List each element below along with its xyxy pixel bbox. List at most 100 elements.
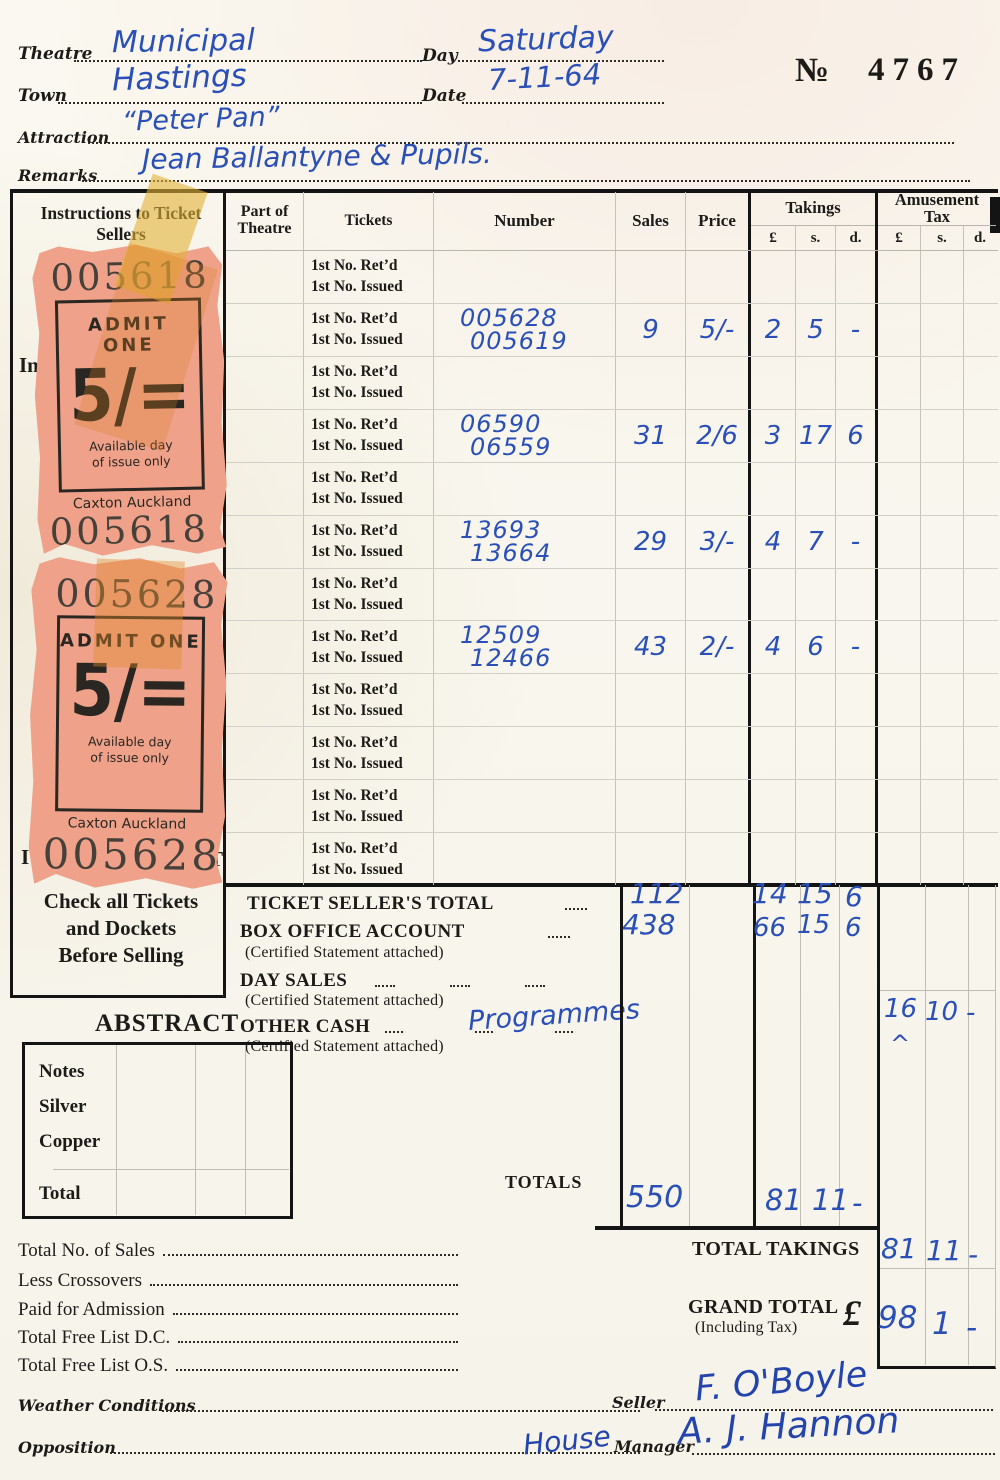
takings-title: Takings bbox=[751, 192, 875, 226]
summary-label: Total No. of Sales bbox=[18, 1240, 155, 1261]
table-header-row: Part of Theatre Tickets Number Sales Pri… bbox=[226, 191, 998, 251]
grand-total-label: GRAND TOTAL bbox=[688, 1296, 839, 1318]
sales-cell bbox=[615, 727, 685, 780]
town-value-handwritten: Hastings bbox=[111, 57, 248, 99]
day-label: Day bbox=[422, 46, 458, 66]
takings-shillings-cell-value: 5 bbox=[807, 314, 824, 345]
abstract-row-notes: Notes bbox=[39, 1061, 85, 1082]
takings-pence-cell bbox=[835, 251, 875, 303]
tax-shillings-cell bbox=[920, 727, 963, 780]
tax-shillings-cell bbox=[920, 251, 963, 303]
part-of-theatre-cell bbox=[226, 251, 303, 303]
tax-pence-cell bbox=[963, 780, 996, 833]
tax-pounds-cell bbox=[875, 356, 920, 409]
takings-pence-cell bbox=[835, 568, 875, 621]
tax-pence-cell bbox=[963, 727, 996, 780]
column-header-part-of-theatre: Part of Theatre bbox=[237, 203, 292, 237]
grand-total-pence: - bbox=[966, 1310, 978, 1346]
summary-row: Total Free List D.C. bbox=[18, 1327, 458, 1349]
grid-line bbox=[925, 885, 926, 1365]
sales-cell bbox=[615, 780, 685, 833]
tickets-label-cell: 1st No. Ret’d 1st No. Issued bbox=[303, 409, 433, 462]
sales-cell: 9 bbox=[615, 303, 685, 356]
obscured-text-fragment: I bbox=[21, 845, 30, 869]
takings-pounds-cell bbox=[748, 833, 795, 886]
ticket-row: 1st No. Ret’d 1st No. Issued 005628 005619 9… bbox=[226, 303, 998, 357]
sales-cell bbox=[615, 568, 685, 621]
takings-shillings-cell bbox=[795, 833, 835, 886]
tax-currency-subheader: £ s. d. bbox=[878, 226, 996, 250]
seller-label: Seller bbox=[612, 1393, 665, 1412]
tax-pounds-cell bbox=[875, 409, 920, 462]
town-label: Town bbox=[18, 86, 68, 106]
price-cell bbox=[685, 833, 748, 886]
ticket-serial-bottom: 005628 bbox=[42, 829, 222, 880]
sellotape-strip bbox=[93, 558, 185, 670]
totals-pence: - bbox=[852, 1186, 863, 1220]
retd-label: 1st No. Ret’d bbox=[311, 839, 398, 857]
takings-pence-cell-value: - bbox=[850, 632, 861, 663]
ticket-row: 1st No. Ret’d 1st No. Issued bbox=[226, 833, 998, 886]
remarks-label: Remarks bbox=[18, 166, 98, 185]
ticket-rows: 1st No. Ret’d 1st No. Issued 1st No. Ret’d… bbox=[226, 251, 998, 886]
handwritten-caret: ^ bbox=[890, 1030, 911, 1058]
retd-number-handwritten: 005628 bbox=[460, 303, 558, 332]
day-rule bbox=[458, 58, 664, 62]
tax-pence-cell bbox=[963, 674, 996, 727]
takings-pence-cell bbox=[835, 833, 875, 886]
takings-shillings-cell-value: 17 bbox=[798, 420, 833, 451]
summary-label: Paid for Admission bbox=[18, 1299, 165, 1320]
totals-sales-value: 550 bbox=[626, 1180, 684, 1215]
day-sales-label: DAY SALES bbox=[240, 970, 348, 991]
leader-dots bbox=[555, 1029, 573, 1033]
date-value-handwritten: 7-11-64 bbox=[487, 57, 602, 97]
takings-pence-cell bbox=[835, 674, 875, 727]
box-office-pounds: 66 bbox=[753, 913, 787, 943]
ticket-row: 1st No. Ret’d 1st No. Issued bbox=[226, 462, 998, 516]
part-of-theatre-cell bbox=[226, 304, 303, 356]
grid-line bbox=[53, 1169, 289, 1170]
issued-label: 1st No. Issued bbox=[311, 384, 403, 402]
other-cash-tax-pounds: 16 bbox=[884, 994, 918, 1024]
ticket-row: 1st No. Ret’d 1st No. Issued bbox=[226, 674, 998, 728]
takings-pounds-cell-value: 3 bbox=[764, 420, 782, 451]
takings-pence-cell-value: 6 bbox=[847, 420, 864, 451]
takings-pence-cell: 6 bbox=[835, 409, 875, 462]
date-label: Date bbox=[422, 86, 467, 106]
check-note-line: and Dockets bbox=[65, 915, 177, 940]
remarks-rule bbox=[82, 178, 970, 182]
manager-label: Manager bbox=[614, 1437, 694, 1456]
takings-shillings-cell: 5 bbox=[795, 303, 835, 356]
tax-shillings-cell bbox=[920, 515, 963, 568]
weather-conditions-label: Weather Conditions bbox=[18, 1396, 196, 1415]
sales-table: Part of Theatre Tickets Number Sales Pri… bbox=[226, 191, 998, 886]
theatre-value-handwritten: Municipal bbox=[111, 22, 256, 61]
issued-label: 1st No. Issued bbox=[311, 437, 403, 455]
takings-pounds-cell bbox=[748, 780, 795, 833]
amusement-tax-column-box bbox=[877, 885, 996, 1369]
tax-shillings-cell bbox=[920, 409, 963, 462]
serial-number-label: № bbox=[795, 52, 830, 89]
ticket-row: 1st No. Ret’d 1st No. Issued bbox=[226, 251, 998, 304]
ticket-sellers-total-pence: 6 bbox=[845, 880, 863, 913]
takings-shillings-cell bbox=[795, 462, 835, 515]
tax-pence-cell bbox=[963, 515, 996, 568]
tax-shillings-cell bbox=[920, 833, 963, 886]
leader-dots bbox=[375, 983, 395, 987]
number-cell bbox=[433, 833, 615, 886]
issued-label: 1st No. Issued bbox=[311, 648, 403, 666]
takings-shillings-cell: 6 bbox=[795, 621, 835, 674]
grid-line bbox=[245, 1045, 246, 1215]
ticket-row: 1st No. Ret’d 1st No. Issued bbox=[226, 780, 998, 834]
takings-shillings-cell-value: 6 bbox=[807, 632, 824, 663]
obscured-text-fragment: In bbox=[19, 353, 39, 377]
attraction-value-handwritten: “Peter Pan” bbox=[121, 101, 281, 138]
totals-label: TOTALS bbox=[505, 1172, 583, 1192]
takings-pounds-cell bbox=[748, 568, 795, 621]
other-cash-handwritten: Programmes bbox=[467, 994, 641, 1037]
takings-pounds-cell: 4 bbox=[748, 515, 795, 568]
retd-label: 1st No. Ret’d bbox=[311, 574, 398, 592]
part-of-theatre-cell bbox=[226, 780, 303, 832]
takings-pounds-cell-value: 4 bbox=[764, 632, 782, 663]
retd-label: 1st No. Ret’d bbox=[311, 310, 398, 328]
